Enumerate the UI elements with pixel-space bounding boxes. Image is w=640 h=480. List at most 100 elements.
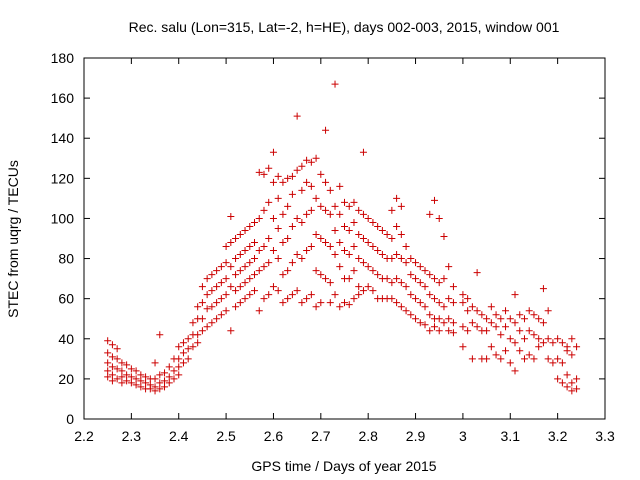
- data-point-264: [388, 295, 396, 303]
- data-point-21: [127, 365, 135, 373]
- data-point-144: [269, 283, 277, 291]
- data-point-123: [251, 271, 259, 279]
- data-point-314: [445, 263, 453, 271]
- data-point-355: [506, 359, 514, 367]
- data-point-70: [198, 283, 206, 291]
- data-point-160: [288, 172, 296, 180]
- data-point-161: [288, 190, 296, 198]
- data-point-213: [336, 263, 344, 271]
- data-point-291: [421, 267, 429, 275]
- data-point-354: [506, 335, 514, 343]
- data-point-122: [251, 255, 259, 263]
- data-point-238: [359, 259, 367, 267]
- data-point-308: [435, 315, 443, 323]
- data-point-276: [402, 259, 410, 267]
- data-point-92: [222, 275, 230, 283]
- data-point-350: [502, 307, 510, 315]
- data-point-209: [331, 291, 339, 299]
- data-point-244: [369, 218, 377, 226]
- data-point-8: [108, 371, 116, 379]
- data-point-290: [416, 319, 424, 327]
- data-point-377: [539, 339, 547, 347]
- data-point-368: [525, 351, 533, 359]
- data-point-63: [189, 319, 197, 327]
- data-point-171: [298, 186, 306, 194]
- data-point-202: [326, 243, 334, 251]
- data-point-159: [284, 295, 292, 303]
- data-point-222: [345, 251, 353, 259]
- data-point-96: [227, 239, 235, 247]
- data-point-300: [430, 196, 438, 204]
- data-point-1: [104, 349, 112, 357]
- plot-frame: [83, 57, 606, 420]
- data-point-76: [203, 305, 211, 313]
- data-point-261: [388, 235, 396, 242]
- data-point-186: [312, 194, 320, 202]
- data-point-265: [393, 194, 401, 202]
- data-point-373: [535, 335, 543, 343]
- data-point-249: [374, 247, 382, 255]
- data-point-4: [104, 373, 112, 381]
- data-point-46: [161, 383, 169, 391]
- data-point-106: [236, 251, 244, 259]
- data-point-72: [198, 315, 206, 323]
- data-point-386: [558, 339, 566, 347]
- data-point-118: [246, 275, 254, 283]
- data-point-318: [449, 283, 457, 291]
- data-point-342: [487, 319, 495, 327]
- data-point-271: [397, 230, 405, 238]
- data-point-111: [241, 247, 249, 255]
- data-point-16: [118, 373, 126, 381]
- data-point-227: [350, 243, 358, 251]
- data-point-285: [412, 295, 420, 303]
- data-point-374: [535, 343, 543, 351]
- data-point-107: [236, 267, 244, 275]
- data-point-370: [530, 331, 538, 339]
- data-point-26: [132, 381, 140, 389]
- data-point-43: [156, 331, 164, 339]
- data-point-184: [307, 291, 315, 299]
- data-point-5: [108, 341, 116, 349]
- data-point-84: [213, 299, 221, 307]
- data-point-398: [568, 387, 576, 395]
- data-point-378: [544, 307, 552, 315]
- data-point-358: [511, 339, 519, 347]
- data-point-27: [137, 371, 145, 379]
- data-point-74: [203, 275, 211, 283]
- data-point-220: [345, 202, 353, 210]
- data-point-101: [232, 255, 240, 263]
- data-point-163: [288, 259, 296, 267]
- data-point-343: [487, 343, 495, 351]
- data-point-190: [317, 170, 325, 178]
- data-point-266: [393, 222, 401, 230]
- x-tick-label-1: 2.3: [122, 428, 142, 444]
- data-point-263: [388, 279, 396, 287]
- data-point-37: [151, 375, 159, 383]
- x-tick-label-0: 2.2: [74, 428, 94, 444]
- data-point-195: [322, 126, 330, 134]
- data-point-189: [312, 303, 320, 311]
- data-point-269: [393, 299, 401, 307]
- data-point-295: [426, 210, 434, 218]
- data-point-214: [336, 303, 344, 311]
- data-point-294: [421, 321, 429, 329]
- data-point-155: [284, 174, 292, 182]
- data-point-281: [407, 291, 415, 299]
- data-point-174: [298, 299, 306, 307]
- y-tick-label-9: 180: [51, 50, 75, 66]
- data-point-361: [516, 327, 524, 335]
- data-point-306: [435, 279, 443, 287]
- data-point-313: [440, 319, 448, 327]
- data-point-60: [184, 335, 192, 343]
- data-point-236: [359, 210, 367, 218]
- data-point-28: [137, 377, 145, 385]
- data-point-382: [549, 359, 557, 367]
- data-point-296: [426, 271, 434, 279]
- data-point-298: [426, 311, 434, 319]
- data-point-349: [497, 355, 505, 363]
- data-point-322: [459, 291, 467, 299]
- data-point-91: [222, 259, 230, 267]
- data-point-98: [227, 283, 235, 291]
- data-point-52: [170, 375, 178, 383]
